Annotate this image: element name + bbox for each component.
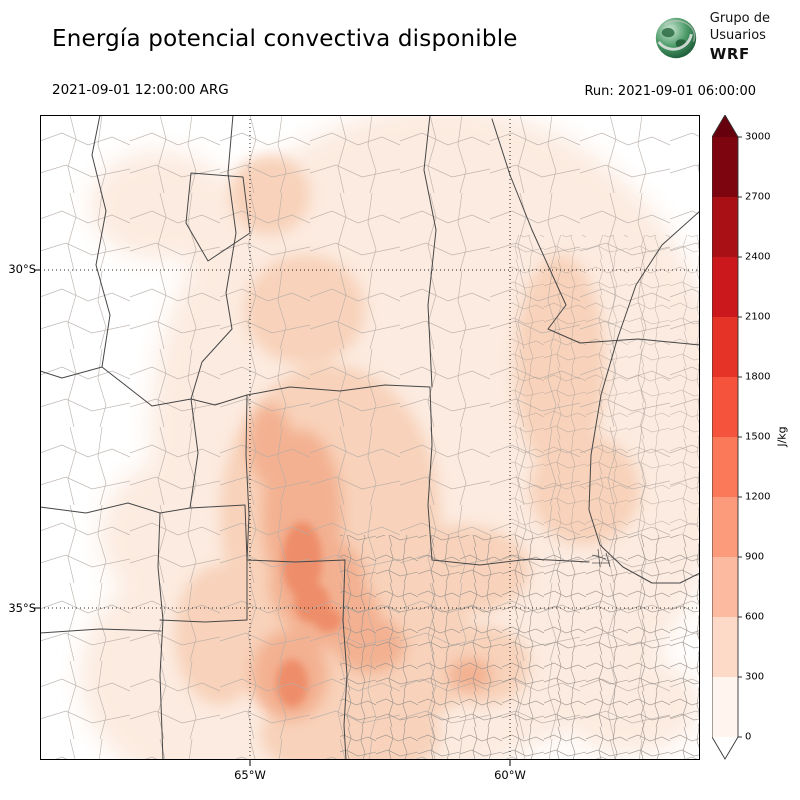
x-tick-60w: 60°W [494, 768, 526, 782]
cbar-tick-3000: 3000 [745, 132, 770, 143]
y-tick-35s: 35°S [8, 601, 36, 615]
colorbar-tick-labels: 0 300 600 900 1200 1500 1800 2100 2400 2… [745, 132, 770, 743]
colorbar-over-arrow [712, 115, 738, 137]
logo-line-2: Usuarios [709, 27, 766, 43]
department-borders [40, 115, 700, 760]
run-time: Run: 2021-09-01 06:00:00 [584, 84, 756, 99]
cbar-tick-300: 300 [745, 672, 764, 683]
colorbar-tickmarks [738, 136, 742, 738]
globe-icon [655, 17, 696, 58]
colorbar-units-label: J/kg [775, 426, 789, 447]
colorbar-under-arrow [712, 737, 738, 759]
logo-text: Grupo de Usuarios WRF [710, 11, 770, 64]
cbar-tick-2400: 2400 [745, 252, 770, 263]
cbar-tick-1800: 1800 [745, 372, 770, 383]
province-borders [40, 115, 700, 760]
valid-time: 2021-09-01 12:00:00 ARG [52, 82, 229, 98]
colorbar-segments [711, 114, 739, 760]
cbar-tick-600: 600 [745, 612, 764, 623]
cbar-tick-0: 0 [745, 732, 751, 743]
colorbar-canvas: 0 300 600 900 1200 1500 1800 2100 2400 2… [711, 114, 770, 760]
city-cluster [591, 548, 611, 568]
cbar-tick-2100: 2100 [745, 312, 770, 323]
cape-map [34, 115, 706, 766]
cbar-tick-1200: 1200 [745, 492, 770, 503]
x-tick-65w: 65°W [234, 768, 266, 782]
logo-line-3: WRF [709, 44, 750, 63]
page-title: Energía potencial convectiva disponible [52, 26, 518, 52]
map-canvas [34, 115, 700, 766]
cbar-tick-1500: 1500 [745, 432, 770, 443]
cbar-tick-900: 900 [745, 552, 764, 563]
y-tick-30s: 30°S [8, 262, 36, 276]
logo-line-1: Grupo de [709, 11, 770, 26]
map-border [40, 115, 700, 760]
axis-ticks [34, 269, 511, 766]
wrf-logo: Grupo de Usuarios WRF [651, 11, 770, 64]
cbar-tick-2700: 2700 [745, 192, 770, 203]
colorbar: 0 300 600 900 1200 1500 1800 2100 2400 2… [711, 114, 800, 760]
